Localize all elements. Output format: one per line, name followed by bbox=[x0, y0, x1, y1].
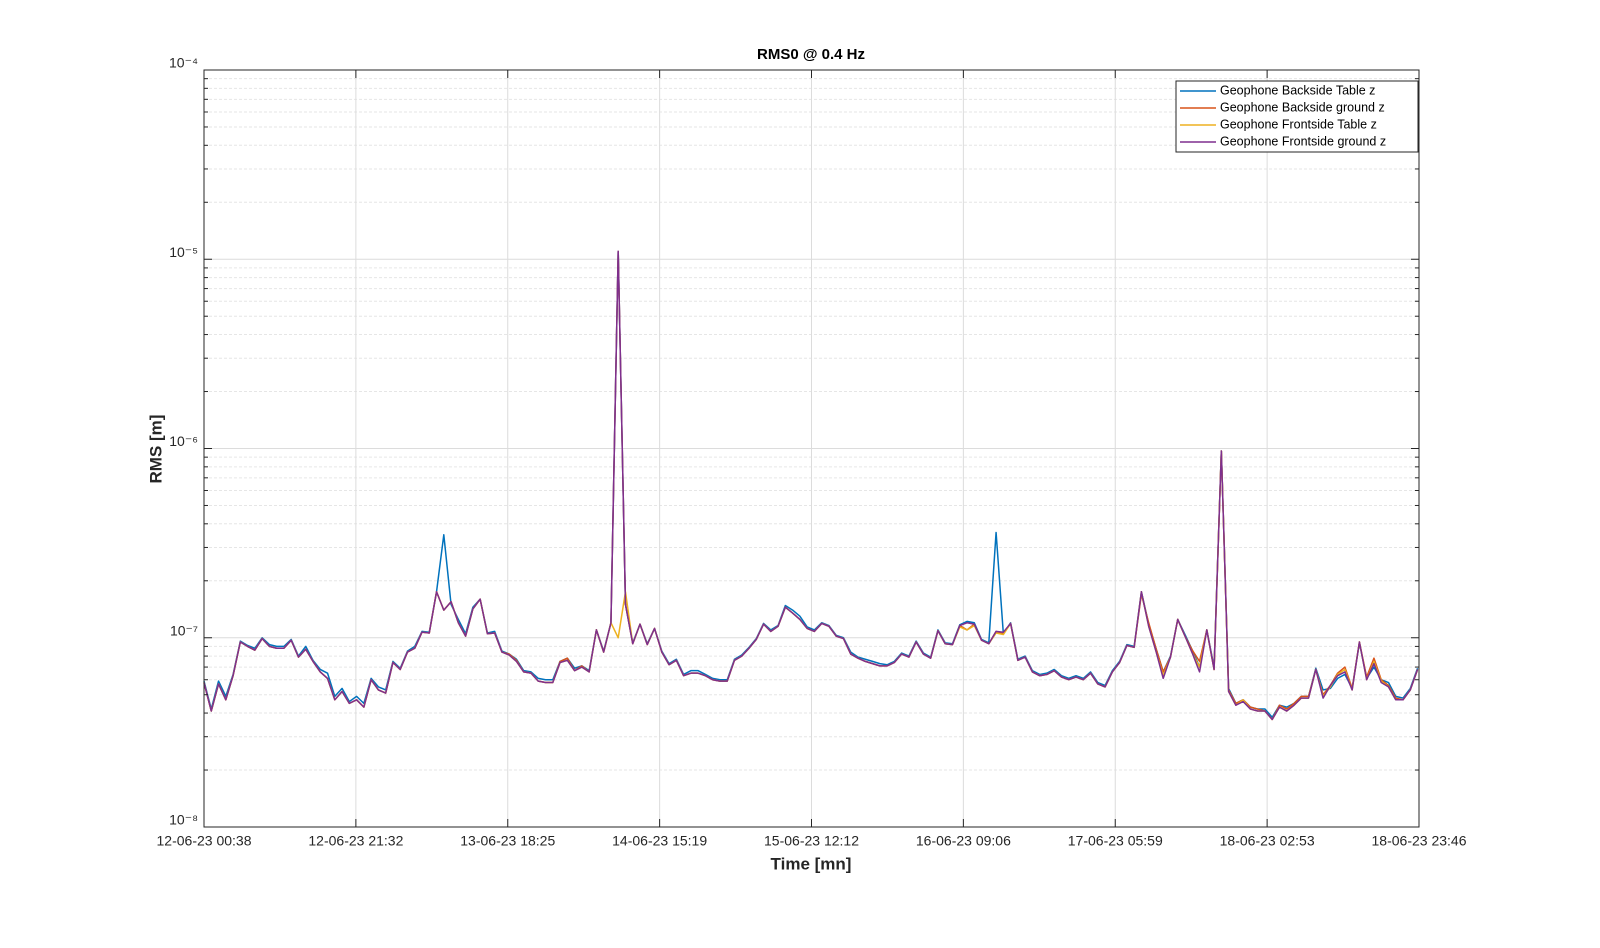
x-tick-label: 17-06-23 05:59 bbox=[1068, 833, 1163, 849]
x-tick-label: 16-06-23 09:06 bbox=[916, 833, 1011, 849]
legend-label: Geophone Backside Table z bbox=[1220, 83, 1375, 97]
x-tick-label: 12-06-23 00:38 bbox=[157, 833, 252, 849]
x-tick-label: 14-06-23 15:19 bbox=[612, 833, 707, 849]
y-tick-label: 10⁻⁵ bbox=[169, 244, 198, 260]
y-tick-label: 10⁻⁴ bbox=[169, 55, 198, 71]
x-tick-label: 18-06-23 02:53 bbox=[1220, 833, 1315, 849]
x-tick-label: 18-06-23 23:46 bbox=[1372, 833, 1467, 849]
series-line bbox=[203, 250, 1419, 721]
legend-label: Geophone Backside ground z bbox=[1220, 100, 1385, 114]
y-axis-label: RMS [m] bbox=[146, 415, 165, 484]
x-axis-label: Time [mn] bbox=[771, 854, 852, 873]
x-tick-label: 13-06-23 18:25 bbox=[460, 833, 555, 849]
y-tick-label: 10⁻⁷ bbox=[170, 622, 198, 638]
legend-label: Geophone Frontside Table z bbox=[1220, 117, 1377, 131]
chart-title: RMS0 @ 0.4 Hz bbox=[757, 46, 865, 63]
y-tick-label: 10⁻⁸ bbox=[169, 812, 198, 828]
legend-label: Geophone Frontside ground z bbox=[1220, 134, 1386, 148]
x-tick-label: 15-06-23 12:12 bbox=[764, 833, 859, 849]
legend-box bbox=[1175, 80, 1419, 153]
y-tick-label: 10⁻⁶ bbox=[169, 433, 198, 449]
x-tick-label: 12-06-23 21:32 bbox=[308, 833, 403, 849]
